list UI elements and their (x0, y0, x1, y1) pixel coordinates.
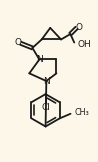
Text: O: O (75, 23, 82, 32)
Text: N: N (43, 76, 50, 86)
Text: CH₃: CH₃ (74, 109, 89, 117)
Text: OH: OH (77, 40, 91, 49)
Text: Cl: Cl (41, 103, 50, 112)
Text: N: N (36, 55, 43, 64)
Text: O: O (15, 38, 22, 47)
